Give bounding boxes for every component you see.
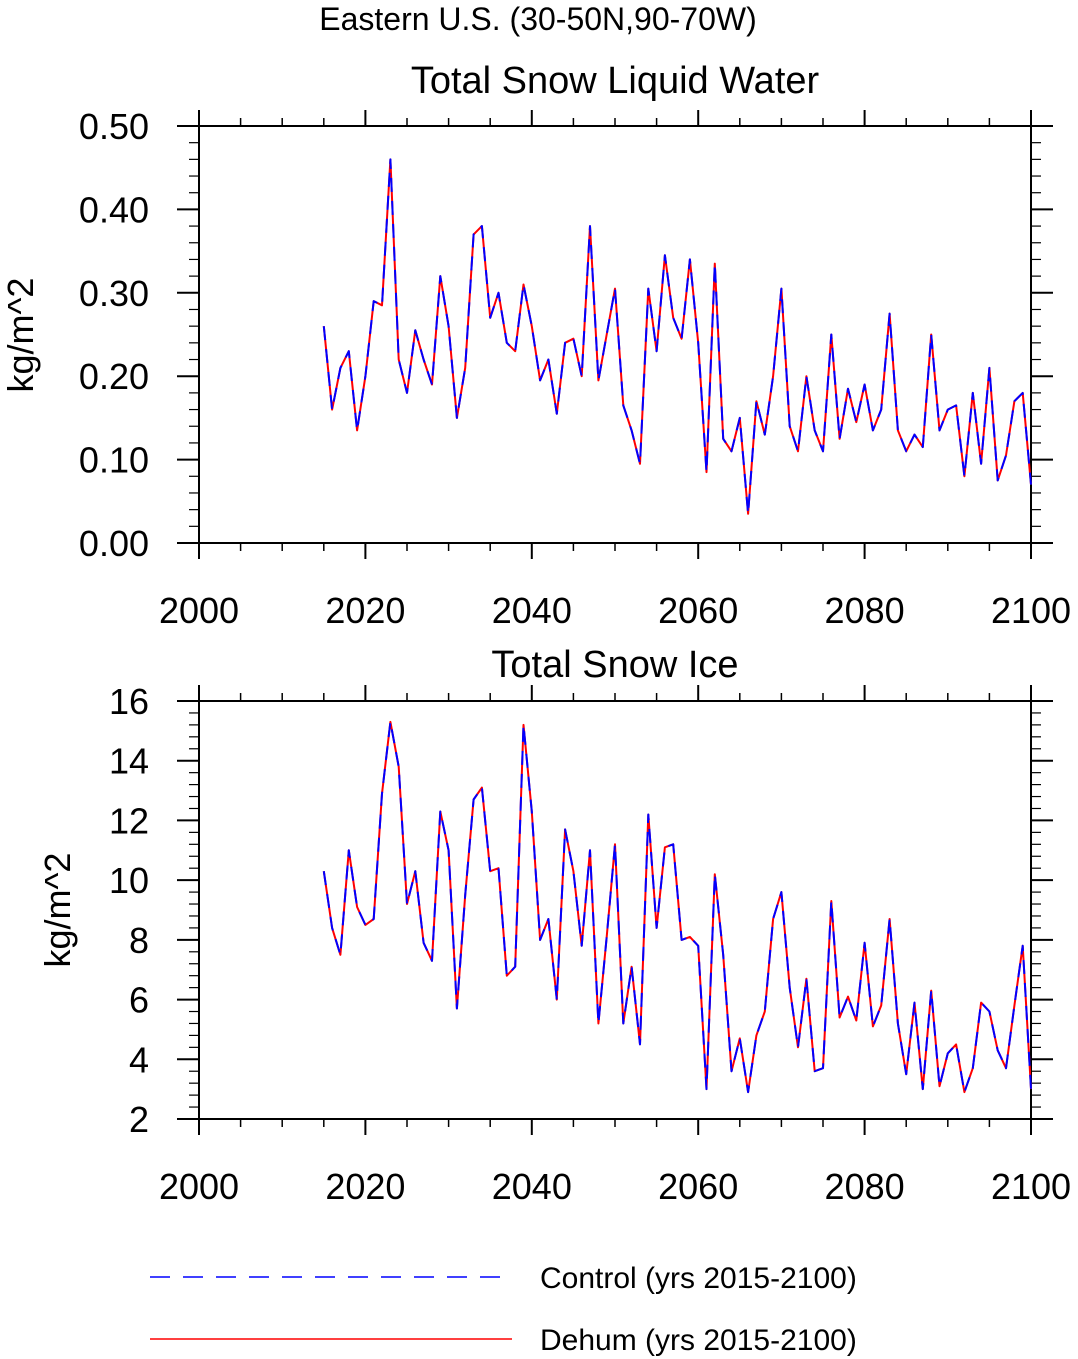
- plot-frame: [198, 700, 1032, 1120]
- axes: 2000 2020 2040 2060 2080 2100 2 4 6 8 10 12 14 16: [109, 681, 1071, 1207]
- series-line-dehum: [322, 158, 1032, 515]
- x-tick-label: 2000: [159, 590, 239, 631]
- panel-snow-ice: Total Snow Ice kg/m^2 2000 2020 2040 2060 20…: [37, 644, 1071, 1207]
- axes: 2000 2020 2040 2060 2080 2100 0.00 0.10 0.20 0.30…: [79, 106, 1071, 631]
- y-tick-label: 0.10: [79, 440, 149, 481]
- legend-label-dehum: Dehum (yrs 2015-2100): [540, 1324, 857, 1357]
- series-line-dehum: [322, 720, 1032, 1094]
- y-tick-label: 0.00: [79, 523, 149, 564]
- x-tick-label: 2060: [658, 1166, 738, 1207]
- chart-title: Total Snow Ice: [491, 644, 738, 686]
- x-tick-label: 2040: [492, 590, 572, 631]
- series-group: [322, 158, 1032, 515]
- y-tick-label: 2: [129, 1099, 149, 1140]
- x-tick-label: 2020: [325, 1166, 405, 1207]
- panel-snow-liquid-water: Total Snow Liquid Water kg/m^2 2000 2020 2…: [0, 60, 1071, 631]
- series-line-control: [322, 158, 1032, 515]
- y-axis-label: kg/m^2: [37, 853, 78, 968]
- x-tick-label: 2080: [825, 590, 905, 631]
- series-group: [322, 720, 1032, 1094]
- x-tick-label: 2060: [658, 590, 738, 631]
- legend: Control (yrs 2015-2100) Dehum (yrs 2015-…: [150, 1262, 857, 1357]
- x-tick-label: 2100: [991, 590, 1071, 631]
- x-tick-label: 2040: [492, 1166, 572, 1207]
- y-tick-label: 12: [109, 800, 149, 841]
- x-tick-label: 2020: [325, 590, 405, 631]
- chart-title: Total Snow Liquid Water: [411, 60, 820, 102]
- y-tick-label: 0.40: [79, 189, 149, 230]
- y-tick-label: 0.20: [79, 356, 149, 397]
- y-tick-label: 0.30: [79, 273, 149, 314]
- y-tick-label: 8: [129, 920, 149, 961]
- x-tick-label: 2080: [825, 1166, 905, 1207]
- x-tick-label: 2000: [159, 1166, 239, 1207]
- y-tick-label: 0.50: [79, 106, 149, 147]
- y-tick-label: 6: [129, 980, 149, 1021]
- y-tick-label: 4: [129, 1039, 149, 1080]
- legend-label-control: Control (yrs 2015-2100): [540, 1262, 857, 1295]
- x-tick-label: 2100: [991, 1166, 1071, 1207]
- y-tick-label: 14: [109, 741, 149, 782]
- series-line-control: [322, 720, 1032, 1094]
- y-tick-label: 16: [109, 681, 149, 722]
- y-tick-label: 10: [109, 860, 149, 901]
- y-axis-label: kg/m^2: [0, 278, 41, 393]
- figure-title: Eastern U.S. (30-50N,90-70W): [319, 1, 757, 37]
